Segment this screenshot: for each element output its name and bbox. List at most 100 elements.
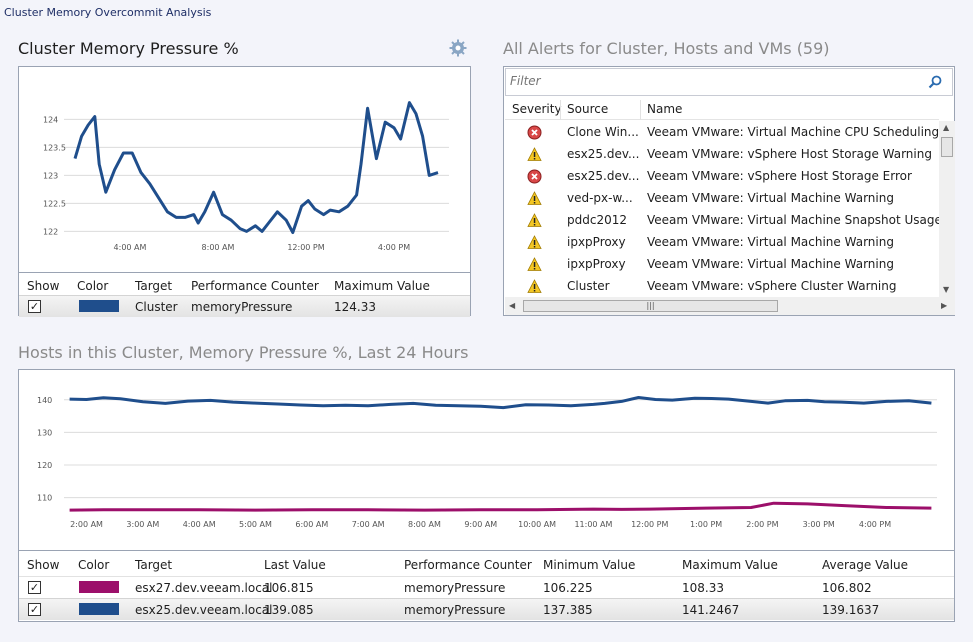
col-min: Minimum Value <box>543 558 636 572</box>
warning-icon <box>527 235 542 249</box>
alert-row[interactable]: esx25.dev.... Veeam VMware: vSphere Host … <box>505 143 939 165</box>
x-tick-label: 12:00 PM <box>287 243 324 252</box>
warning-icon <box>527 257 542 271</box>
scroll-right-icon[interactable]: ▶ <box>941 301 948 310</box>
col-last: Last Value <box>264 558 326 572</box>
pressure-legend: Show Color Target Performance Counter Ma… <box>19 272 470 317</box>
legend-max: 108.33 <box>682 581 724 595</box>
warning-icon <box>527 147 542 161</box>
x-tick-label: 11:00 AM <box>574 520 612 529</box>
alert-name: Veeam VMware: Virtual Machine Warning <box>647 191 894 205</box>
series-line[interactable] <box>69 396 932 410</box>
y-tick-label: 124 <box>43 115 58 124</box>
col-max: Maximum Value <box>682 558 778 572</box>
alert-row[interactable]: ipxpProxy Veeam VMware: Virtual Machine W… <box>505 253 939 275</box>
error-icon <box>527 169 542 184</box>
vertical-scrollbar[interactable]: ▲ ▼ <box>939 121 955 297</box>
y-tick-label: 122 <box>43 227 58 236</box>
col-counter: Performance Counter <box>191 279 319 293</box>
alert-row[interactable]: pddc2012 Veeam VMware: Virtual Machine Sn… <box>505 209 939 231</box>
legend-max: 141.2467 <box>682 603 740 617</box>
alerts-panel-title: All Alerts for Cluster, Hosts and VMs (5… <box>503 39 830 58</box>
alert-name: Veeam VMware: vSphere Host Storage Error <box>647 169 912 183</box>
legend-avg: 106.802 <box>822 581 872 595</box>
col-source[interactable]: Source <box>567 102 609 116</box>
alert-row[interactable]: ipxpProxy Veeam VMware: Virtual Machine W… <box>505 231 939 253</box>
alert-source: pddc2012 <box>567 213 627 227</box>
show-checkbox[interactable]: ✓ <box>28 603 41 616</box>
y-tick-label: 130 <box>37 428 52 437</box>
filter-input[interactable] <box>510 69 910 93</box>
x-tick-label: 5:00 AM <box>239 520 272 529</box>
hosts-chart: 110 120 130 140 2:00 AM 3:00 AM 4:00 AM 5:00 AM… <box>37 396 937 529</box>
col-show: Show <box>27 279 60 293</box>
x-tick-label: 9:00 AM <box>464 520 497 529</box>
show-checkbox[interactable]: ✓ <box>28 581 41 594</box>
col-max: Maximum Value <box>334 279 430 293</box>
alert-name: Veeam VMware: vSphere Cluster Warning <box>647 279 897 293</box>
search-icon[interactable] <box>928 75 942 89</box>
x-tick-label: 4:00 PM <box>378 243 410 252</box>
scroll-up-icon[interactable]: ▲ <box>943 123 950 132</box>
alert-source: Clone Win... <box>567 125 639 139</box>
horizontal-scrollbar[interactable]: ◀ ||| ▶ <box>505 297 955 315</box>
horizontal-scroll-thumb[interactable]: ||| <box>523 300 778 312</box>
col-name[interactable]: Name <box>647 102 683 116</box>
legend-avg: 139.1637 <box>822 603 880 617</box>
legend-last: 139.085 <box>264 603 314 617</box>
show-checkbox[interactable]: ✓ <box>28 300 41 313</box>
pressure-chart: 122 122.5 123 123.5 124 4:00 AM 8:00 AM 12:00 P… <box>43 101 449 252</box>
y-tick-label: 120 <box>37 461 52 470</box>
col-avg: Average Value <box>822 558 909 572</box>
scroll-left-icon[interactable]: ◀ <box>509 301 516 310</box>
warning-icon <box>527 191 542 205</box>
hosts-legend: Show Color Target Last Value Performance… <box>19 550 954 622</box>
filter-box <box>505 68 953 96</box>
alert-source: esx25.dev.... <box>567 169 639 183</box>
col-color: Color <box>78 558 110 572</box>
color-swatch <box>79 603 119 615</box>
legend-row[interactable]: ✓ esx27.dev.veeam.local 106.815 memoryPr… <box>19 576 954 598</box>
x-tick-label: 7:00 AM <box>352 520 385 529</box>
col-color: Color <box>77 279 109 293</box>
alert-row[interactable]: ved-px-w... Veeam VMware: Virtual Machine… <box>505 187 939 209</box>
legend-min: 106.225 <box>543 581 593 595</box>
alert-name: Veeam VMware: Virtual Machine CPU Schedu… <box>647 125 939 139</box>
legend-last: 106.815 <box>264 581 314 595</box>
legend-max: 124.33 <box>334 300 376 314</box>
legend-target: esx27.dev.veeam.local <box>135 581 273 595</box>
series-line[interactable] <box>69 501 932 512</box>
x-tick-label: 4:00 AM <box>114 243 147 252</box>
y-tick-label: 140 <box>37 396 52 405</box>
series-line[interactable] <box>73 101 439 234</box>
col-counter: Performance Counter <box>404 558 532 572</box>
y-tick-label: 123 <box>43 171 58 180</box>
warning-icon <box>527 279 542 293</box>
legend-counter: memoryPressure <box>404 603 506 617</box>
pressure-legend-header: Show Color Target Performance Counter Ma… <box>19 275 470 297</box>
alert-source: Cluster <box>567 279 610 293</box>
legend-row[interactable]: ✓ Cluster memoryPressure 124.33 <box>19 295 470 317</box>
vertical-scroll-thumb[interactable] <box>941 137 953 157</box>
alert-source: ipxpProxy <box>567 257 626 271</box>
error-icon <box>527 125 542 140</box>
alert-name: Veeam VMware: Virtual Machine Warning <box>647 235 894 249</box>
alert-source: ipxpProxy <box>567 235 626 249</box>
scroll-down-icon[interactable]: ▼ <box>943 285 950 294</box>
alert-name: Veeam VMware: Virtual Machine Warning <box>647 257 894 271</box>
x-tick-label: 2:00 PM <box>746 520 778 529</box>
alert-row[interactable]: Cluster Veeam VMware: vSphere Cluster War… <box>505 275 939 297</box>
pressure-panel-title: Cluster Memory Pressure % <box>18 39 239 58</box>
legend-target: Cluster <box>135 300 178 314</box>
alerts-panel: Severity Source Name Clone Win... Veeam V… <box>503 66 955 316</box>
alerts-list: Clone Win... Veeam VMware: Virtual Machin… <box>505 121 939 297</box>
legend-row[interactable]: ✓ esx25.dev.veeam.local 139.085 memoryPr… <box>19 598 954 620</box>
legend-counter: memoryPressure <box>191 300 293 314</box>
app-title: Cluster Memory Overcommit Analysis <box>4 6 212 19</box>
gear-icon[interactable] <box>449 39 467 57</box>
alert-row[interactable]: esx25.dev.... Veeam VMware: vSphere Host … <box>505 165 939 187</box>
alert-name: Veeam VMware: vSphere Host Storage Warni… <box>647 147 932 161</box>
col-severity[interactable]: Severity <box>512 102 562 116</box>
alert-row[interactable]: Clone Win... Veeam VMware: Virtual Machin… <box>505 121 939 143</box>
hosts-chart-panel: 110 120 130 140 2:00 AM 3:00 AM 4:00 AM 5:00 AM… <box>18 369 955 622</box>
